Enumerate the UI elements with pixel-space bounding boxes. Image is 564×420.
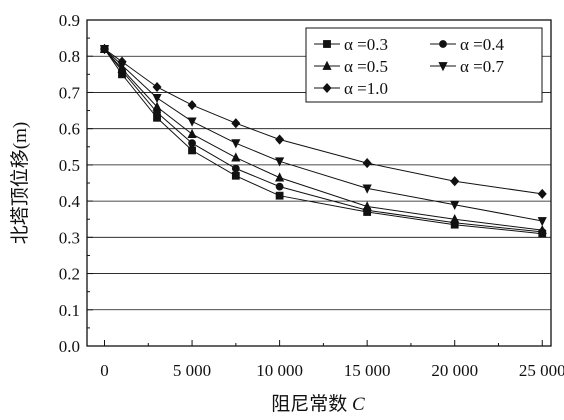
diamond-marker (322, 82, 332, 94)
legend-item: α =0.3 (314, 35, 388, 54)
diamond-marker (152, 81, 162, 93)
diamond-marker (117, 56, 127, 67)
triangle-down-marker (438, 62, 448, 72)
legend-label: α =0.7 (460, 57, 504, 76)
y-tick-label: 0.4 (59, 192, 81, 211)
legend-item: α =0.4 (430, 35, 504, 54)
series (100, 43, 547, 199)
legend-item: α =0.5 (314, 57, 388, 76)
triangle-down-marker (450, 200, 460, 211)
y-tick-label: 0.7 (59, 83, 81, 102)
square-marker (275, 191, 284, 200)
diamond-marker (537, 188, 547, 199)
diamond-marker (187, 100, 197, 111)
diamond-marker (100, 43, 110, 55)
legend-item: α =1.0 (314, 79, 388, 98)
triangle-up-marker (187, 128, 197, 138)
diamond-marker (231, 118, 241, 129)
square-marker (323, 40, 331, 48)
triangle-down-marker (152, 93, 162, 104)
triangle-up-marker (152, 101, 162, 111)
circle-marker (188, 139, 196, 148)
circle-marker (231, 164, 240, 173)
triangle-down-marker (231, 139, 241, 149)
y-tick-label: 0.0 (59, 337, 80, 356)
y-tick-label: 0.9 (59, 11, 80, 30)
x-tick-label: 15 000 (344, 361, 391, 380)
legend-label: α =0.5 (344, 57, 388, 76)
grid-lines (87, 55, 551, 311)
diamond-marker (450, 176, 460, 187)
legend-label: α =0.4 (460, 35, 504, 54)
y-tick-label: 0.2 (59, 265, 80, 284)
square-marker (188, 146, 196, 155)
x-tick-label: 20 000 (431, 361, 478, 380)
x-tick-label: 10 000 (256, 361, 303, 380)
triangle-down-marker (362, 184, 372, 194)
circle-marker (439, 40, 447, 48)
legend-label: α =0.3 (344, 35, 388, 54)
triangle-up-marker (362, 201, 372, 211)
y-tick-label: 0.8 (59, 47, 80, 66)
circle-marker (275, 182, 284, 191)
y-axis-title: 北塔顶位移(m) (9, 122, 31, 244)
legend-box (305, 27, 543, 103)
triangle-up-marker (322, 60, 332, 70)
triangle-down-marker (275, 157, 285, 167)
triangle-up-marker (231, 152, 241, 162)
x-tick-label: 25 000 (519, 361, 564, 380)
x-tick-label: 0 (100, 361, 109, 380)
legend: α =0.3 α =0.4 α =0.5 α =0.7 α =1.0 (305, 27, 543, 103)
x-tick-label: 5 000 (173, 361, 211, 380)
y-tick-label: 0.5 (59, 156, 80, 175)
diamond-marker (362, 158, 372, 169)
diamond-marker (275, 134, 285, 145)
triangle-down-marker (187, 117, 197, 127)
legend-item: α =0.7 (430, 57, 504, 76)
axis-ticks: 0.0 0.1 0.2 0.3 0.4 0.5 0.6 0.7 0.8 0.9 0 5 000 10 0… (59, 11, 564, 380)
y-tick-label: 0.3 (59, 228, 80, 247)
y-tick-label: 0.1 (59, 301, 80, 320)
triangle-up-marker (537, 224, 547, 234)
triangle-down-marker (537, 217, 547, 227)
series-group (99, 43, 547, 238)
legend-label: α =1.0 (344, 79, 388, 98)
square-marker (231, 171, 240, 180)
triangle-up-marker (275, 172, 285, 182)
y-tick-label: 0.6 (59, 120, 80, 139)
x-axis-title: 阻尼常数 C (271, 393, 365, 415)
triangle-up-marker (450, 213, 460, 224)
